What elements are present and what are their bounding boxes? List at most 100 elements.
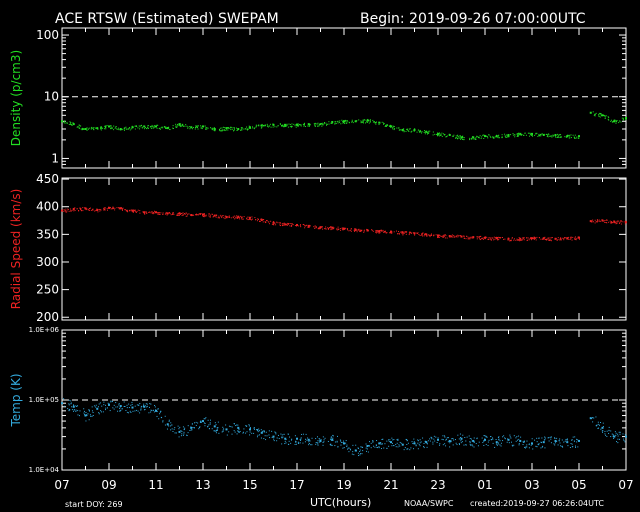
density-scatter-dot xyxy=(474,138,476,140)
temp-scatter-dot xyxy=(221,431,223,433)
density-scatter-dot xyxy=(202,125,204,127)
temp-scatter-dot xyxy=(103,401,105,403)
temp-scatter-dot xyxy=(561,439,563,441)
temp-scatter-dot xyxy=(159,411,161,413)
speed-scatter-dot xyxy=(559,238,561,240)
temp-scatter-dot xyxy=(70,400,72,402)
speed-scatter-dot xyxy=(550,237,552,239)
temp-scatter-dot xyxy=(528,443,530,445)
temp-scatter-dot xyxy=(623,440,625,442)
credit-label: NOAA/SWPC xyxy=(404,499,454,508)
speed-scatter-dot xyxy=(121,209,123,211)
speed-scatter-dot xyxy=(478,237,480,239)
speed-scatter-dot xyxy=(422,235,424,237)
speed-scatter-dot xyxy=(554,238,556,240)
density-scatter-dot xyxy=(287,126,289,128)
temp-scatter-dot xyxy=(349,448,351,450)
speed-scatter-dot xyxy=(549,239,551,241)
density-scatter-dot xyxy=(66,122,68,124)
temp-scatter-dot xyxy=(365,450,367,452)
density-scatter-dot xyxy=(406,128,408,130)
density-scatter-dot xyxy=(120,128,122,130)
speed-scatter-dot xyxy=(121,207,123,209)
density-data-point xyxy=(108,125,110,128)
speed-scatter-dot xyxy=(417,232,419,234)
temp-scatter-dot xyxy=(119,408,121,410)
temp-scatter-dot xyxy=(336,440,338,442)
temp-scatter-dot xyxy=(301,433,303,435)
temp-scatter-dot xyxy=(319,441,321,443)
temp-scatter-dot xyxy=(136,409,138,411)
density-scatter-dot xyxy=(195,125,197,127)
temp-scatter-dot xyxy=(300,438,302,440)
density-scatter-dot xyxy=(82,128,84,130)
temp-scatter-dot xyxy=(295,441,297,443)
density-scatter-dot xyxy=(558,136,560,138)
density-scatter-dot xyxy=(158,127,160,129)
density-scatter-dot xyxy=(279,123,281,125)
temp-scatter-dot xyxy=(409,449,411,451)
density-scatter-dot xyxy=(476,135,478,137)
speed-scatter-dot xyxy=(166,214,168,216)
density-scatter-dot xyxy=(413,130,415,132)
temp-scatter-dot xyxy=(377,447,379,449)
temp-scatter-dot xyxy=(172,430,174,432)
temp-data-point xyxy=(625,435,627,438)
temp-scatter-dot xyxy=(490,436,492,438)
speed-scatter-dot xyxy=(477,236,479,238)
temp-scatter-dot xyxy=(126,407,128,409)
density-scatter-dot xyxy=(153,127,155,129)
speed-scatter-dot xyxy=(574,238,576,240)
temp-data-point xyxy=(460,437,463,440)
temp-scatter-dot xyxy=(308,441,310,443)
speed-scatter-dot xyxy=(557,237,559,239)
density-scatter-dot xyxy=(189,128,191,130)
temp-scatter-dot xyxy=(153,411,155,413)
density-scatter-dot xyxy=(514,134,516,136)
speed-scatter-dot xyxy=(479,235,481,237)
temp-scatter-dot xyxy=(388,441,390,443)
density-scatter-dot xyxy=(322,124,324,126)
speed-scatter-dot xyxy=(433,234,435,236)
speed-scatter-dot xyxy=(344,228,346,230)
temp-scatter-dot xyxy=(366,448,368,450)
temp-scatter-dot xyxy=(103,404,105,406)
temp-scatter-dot xyxy=(536,441,538,443)
speed-scatter-dot xyxy=(128,209,130,211)
speed-scatter-dot xyxy=(338,229,340,231)
temp-scatter-dot xyxy=(205,417,207,419)
density-scatter-dot xyxy=(240,129,242,131)
speed-scatter-dot xyxy=(142,211,144,213)
density-scatter-dot xyxy=(303,123,305,125)
density-scatter-dot xyxy=(529,132,531,134)
temp-scatter-dot xyxy=(619,438,621,440)
speed-scatter-dot xyxy=(441,235,443,237)
density-data-point xyxy=(343,120,345,123)
temp-scatter-dot xyxy=(216,427,218,429)
created-time: created:2019-09-27 06:26:04UTC xyxy=(470,499,604,508)
temp-scatter-dot xyxy=(308,442,310,444)
speed-scatter-dot xyxy=(592,219,594,221)
speed-scatter-dot xyxy=(297,225,299,227)
speed-scatter-dot xyxy=(224,215,226,217)
temp-scatter-dot xyxy=(383,447,385,449)
density-scatter-dot xyxy=(283,125,285,127)
temp-scatter-dot xyxy=(445,445,447,447)
speed-scatter-dot xyxy=(479,239,481,241)
speed-scatter-dot xyxy=(457,235,459,237)
temp-scatter-dot xyxy=(113,404,115,406)
temp-scatter-dot xyxy=(329,444,331,446)
speed-scatter-dot xyxy=(85,208,87,210)
speed-scatter-dot xyxy=(421,233,423,235)
density-scatter-dot xyxy=(601,115,603,117)
density-scatter-dot xyxy=(604,115,606,117)
temp-scatter-dot xyxy=(245,432,247,434)
density-scatter-dot xyxy=(300,125,302,127)
temp-scatter-dot xyxy=(260,437,262,439)
density-scatter-dot xyxy=(176,126,178,128)
temp-scatter-dot xyxy=(548,437,550,439)
speed-scatter-dot xyxy=(350,230,352,232)
speed-scatter-dot xyxy=(577,236,579,238)
density-scatter-dot xyxy=(261,125,263,127)
temp-data-point xyxy=(507,438,510,441)
